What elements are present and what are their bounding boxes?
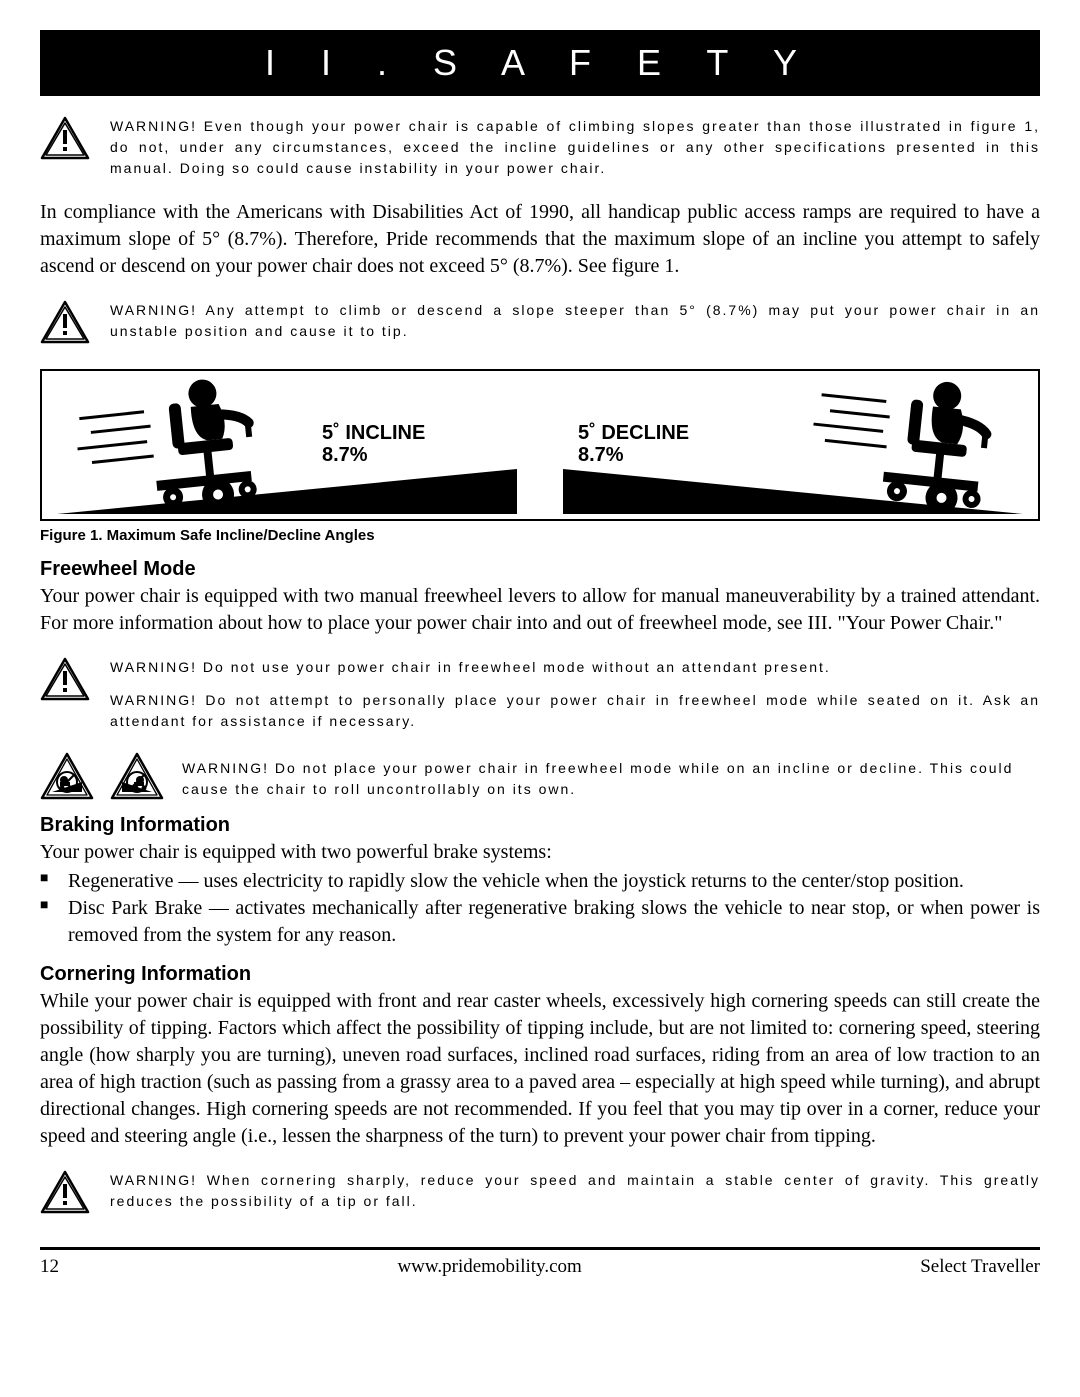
incline-illustration: 5˚ INCLINE 8.7% — [52, 379, 522, 519]
list-item: Regenerative — uses electricity to rapid… — [40, 868, 1040, 895]
freewheel-heading: Freewheel Mode — [40, 558, 1040, 581]
cornering-heading: Cornering Information — [40, 963, 1040, 986]
warning-text: WARNING! Any attempt to climb or descend… — [110, 300, 1040, 342]
footer-url: www.pridemobility.com — [397, 1256, 581, 1278]
warning-icon — [40, 1170, 90, 1219]
warning-block-5: WARNING! When cornering sharply, reduce … — [40, 1170, 1040, 1219]
footer-rule — [40, 1247, 1040, 1250]
decline-label-1: 5˚ DECLINE — [578, 421, 689, 444]
warning-text: WARNING! Even though your power chair is… — [110, 116, 1040, 179]
warning-block-1: WARNING! Even though your power chair is… — [40, 116, 1040, 179]
incline-label-1: 5˚ INCLINE — [322, 421, 425, 444]
section-header: I I . S A F E T Y — [40, 30, 1040, 96]
page-footer: 12 www.pridemobility.com Select Travelle… — [40, 1256, 1040, 1278]
cornering-text: While your power chair is equipped with … — [40, 988, 1040, 1150]
braking-intro: Your power chair is equipped with two po… — [40, 839, 1040, 866]
warning-block-4: WARNING! Do not place your power chair i… — [40, 752, 1040, 800]
warning-icon — [40, 300, 90, 349]
warning-text: WARNING! Do not attempt to personally pl… — [110, 690, 1040, 732]
incline-label-2: 8.7% — [322, 444, 368, 466]
braking-heading: Braking Information — [40, 814, 1040, 837]
warning-text: WARNING! Do not place your power chair i… — [182, 752, 1040, 800]
warning-text: WARNING! When cornering sharply, reduce … — [110, 1170, 1040, 1212]
brake-list: Regenerative — uses electricity to rapid… — [40, 868, 1040, 949]
figure-1: 5˚ INCLINE 8.7% 5 — [40, 369, 1040, 521]
no-incline-freewheel-icon — [40, 752, 94, 800]
compliance-paragraph: In compliance with the Americans with Di… — [40, 199, 1040, 280]
page-number: 12 — [40, 1256, 59, 1278]
warning-block-2: WARNING! Any attempt to climb or descend… — [40, 300, 1040, 349]
product-name: Select Traveller — [920, 1256, 1040, 1278]
figure-caption: Figure 1. Maximum Safe Incline/Decline A… — [40, 527, 1040, 544]
no-decline-freewheel-icon — [110, 752, 164, 800]
warning-icon — [40, 116, 90, 165]
decline-label-2: 8.7% — [578, 444, 624, 466]
warning-block-3: WARNING! Do not use your power chair in … — [40, 657, 1040, 732]
warning-text: WARNING! Do not use your power chair in … — [110, 657, 1040, 678]
list-item: Disc Park Brake — activates mechanically… — [40, 895, 1040, 949]
decline-illustration: 5˚ DECLINE 8.7% — [558, 379, 1028, 519]
freewheel-text: Your power chair is equipped with two ma… — [40, 583, 1040, 637]
warning-icon — [40, 657, 90, 706]
